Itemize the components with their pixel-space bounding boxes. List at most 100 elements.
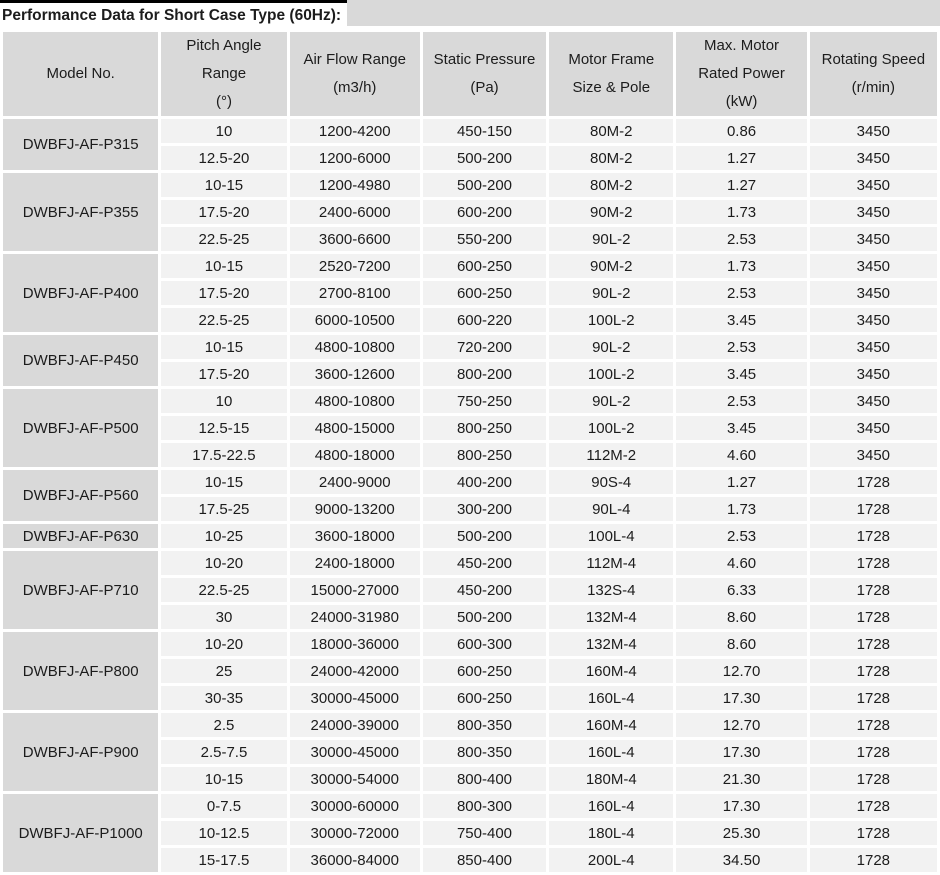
- table-cell: 25: [161, 659, 287, 683]
- table-cell: 800-400: [422, 767, 547, 791]
- table-cell: 3450: [809, 281, 937, 305]
- model-cell: DWBFJ-AF-P800: [3, 632, 159, 710]
- table-cell: 3450: [809, 308, 937, 332]
- model-cell: DWBFJ-AF-P315: [3, 119, 159, 170]
- table-cell: 3.45: [676, 308, 807, 332]
- table-cell: 0.86: [676, 119, 807, 143]
- table-cell: 3450: [809, 416, 937, 440]
- table-cell: 3450: [809, 173, 937, 197]
- table-cell: 2.53: [676, 281, 807, 305]
- table-cell: 10: [161, 389, 287, 413]
- table-cell: 1728: [809, 524, 937, 548]
- table-cell: 30000-45000: [289, 740, 420, 764]
- table-cell: 600-200: [422, 200, 547, 224]
- table-cell: 1728: [809, 497, 937, 521]
- table-cell: 80M-2: [549, 146, 674, 170]
- table-cell: 10-20: [161, 632, 287, 656]
- table-cell: 160L-4: [549, 794, 674, 818]
- table-cell: 12.70: [676, 659, 807, 683]
- title-bar-filler: [347, 0, 940, 26]
- table-cell: 450-150: [422, 119, 547, 143]
- table-cell: 500-200: [422, 524, 547, 548]
- table-cell: 200L-4: [549, 848, 674, 872]
- table-cell: 1.73: [676, 497, 807, 521]
- table-cell: 1728: [809, 848, 937, 872]
- model-cell: DWBFJ-AF-P560: [3, 470, 159, 521]
- table-cell: 4800-15000: [289, 416, 420, 440]
- column-header-max-motor-rated-power: Max. Motor Rated Power (kW): [676, 32, 807, 116]
- table-row: 30-35 30000-45000 600-250 160L-4 17.30 1728: [3, 686, 937, 710]
- model-cell: DWBFJ-AF-P450: [3, 335, 159, 386]
- table-cell: 10-20: [161, 551, 287, 575]
- table-cell: 30: [161, 605, 287, 629]
- table-cell: 2520-7200: [289, 254, 420, 278]
- table-cell: 15-17.5: [161, 848, 287, 872]
- table-cell: 3450: [809, 389, 937, 413]
- table-cell: 3450: [809, 254, 937, 278]
- table-cell: 180L-4: [549, 821, 674, 845]
- table-row: 22.5-25 3600-6600 550-200 90L-2 2.53 3450: [3, 227, 937, 251]
- table-row: DWBFJ-AF-P900 2.5 24000-39000 800-350 160M-4…: [3, 713, 937, 791]
- table-cell: 1728: [809, 794, 937, 818]
- table-cell: 22.5-25: [161, 578, 287, 602]
- column-header-rotating-speed: Rotating Speed (r/min): [809, 32, 937, 116]
- table-cell: 1.27: [676, 470, 807, 494]
- table-cell: 90L-2: [549, 389, 674, 413]
- table-cell: 90L-4: [549, 497, 674, 521]
- table-cell: 10-12.5: [161, 821, 287, 845]
- table-cell: 100L-2: [549, 416, 674, 440]
- table-cell: 17.5-20: [161, 362, 287, 386]
- table-cell: 30000-72000: [289, 821, 420, 845]
- table-cell: 80M-2: [549, 173, 674, 197]
- table-cell: 180M-4: [549, 767, 674, 791]
- table-cell: 160M-4: [549, 659, 674, 683]
- table-cell: 1728: [809, 578, 937, 602]
- table-cell: 17.5-22.5: [161, 443, 287, 467]
- table-cell: 3450: [809, 362, 937, 386]
- table-cell: 600-250: [422, 659, 547, 683]
- column-header-model-no: Model No.: [3, 32, 159, 116]
- table-cell: 2400-18000: [289, 551, 420, 575]
- page-title: Performance Data for Short Case Type (60…: [0, 0, 347, 29]
- table-cell: 90L-2: [549, 281, 674, 305]
- table-cell: 1.73: [676, 200, 807, 224]
- header-row: Model No. Pitch Angle Range (°) Air Flow…: [3, 32, 937, 116]
- table-cell: 3450: [809, 443, 937, 467]
- table-cell: 1.27: [676, 146, 807, 170]
- table-cell: 160L-4: [549, 686, 674, 710]
- table-cell: 10-15: [161, 470, 287, 494]
- table-cell: 10-15: [161, 335, 287, 359]
- table-row: 12.5-15 4800-15000 800-250 100L-2 3.45 3450: [3, 416, 937, 440]
- table-cell: 132S-4: [549, 578, 674, 602]
- table-cell: 3450: [809, 335, 937, 359]
- table-row: 25 24000-42000 600-250 160M-4 12.70 1728: [3, 659, 937, 683]
- table-cell: 2400-6000: [289, 200, 420, 224]
- table-cell: 8.60: [676, 605, 807, 629]
- table-row: 17.5-25 9000-13200 300-200 90L-4 1.73 1728: [3, 497, 937, 521]
- table-cell: 450-200: [422, 551, 547, 575]
- table-cell: 800-250: [422, 416, 547, 440]
- table-cell: 500-200: [422, 605, 547, 629]
- table-row: 22.5-25 15000-27000 450-200 132S-4 6.33 1728: [3, 578, 937, 602]
- table-cell: 1728: [809, 659, 937, 683]
- table-cell: 90S-4: [549, 470, 674, 494]
- table-cell: 24000-39000: [289, 713, 420, 737]
- table-cell: 1728: [809, 470, 937, 494]
- table-row: DWBFJ-AF-P450 10-15 4800-10800 720-200 90L-2…: [3, 335, 937, 386]
- table-cell: 17.30: [676, 686, 807, 710]
- table-cell: 36000-84000: [289, 848, 420, 872]
- table-cell: 30000-54000: [289, 767, 420, 791]
- table-cell: 100L-4: [549, 524, 674, 548]
- table-row: DWBFJ-AF-P315 10 1200-4200 450-150 80M-2 0.86…: [3, 119, 937, 170]
- table-cell: 100L-2: [549, 362, 674, 386]
- table-cell: 1200-4200: [289, 119, 420, 143]
- table-cell: 800-300: [422, 794, 547, 818]
- table-cell: 1200-4980: [289, 173, 420, 197]
- model-cell: DWBFJ-AF-P355: [3, 173, 159, 251]
- table-cell: 17.30: [676, 740, 807, 764]
- table-cell: 1200-6000: [289, 146, 420, 170]
- table-cell: 500-200: [422, 173, 547, 197]
- table-cell: 17.5-20: [161, 200, 287, 224]
- model-cell: DWBFJ-AF-P500: [3, 389, 159, 467]
